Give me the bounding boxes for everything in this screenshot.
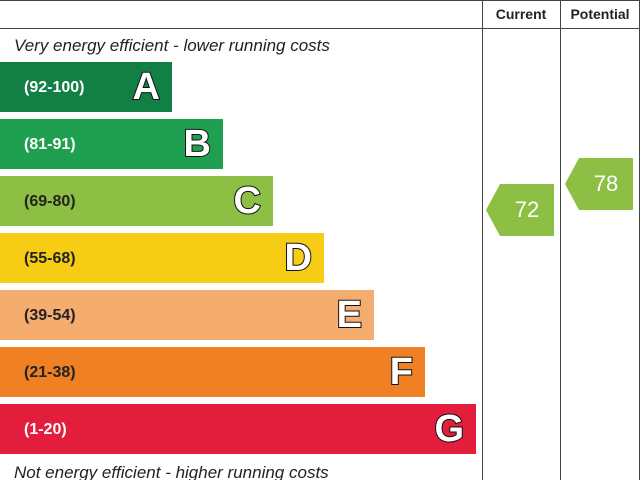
rating-band	[0, 290, 374, 340]
band-letter: A	[133, 66, 160, 108]
band-letter: G	[434, 408, 464, 450]
potential-header: Potential	[570, 6, 629, 22]
rating-band	[0, 62, 172, 112]
rating-band	[0, 347, 425, 397]
band-range: (69-80)	[24, 193, 76, 210]
current-header: Current	[496, 6, 547, 22]
band-letter: C	[234, 180, 261, 222]
rating-band	[0, 176, 273, 226]
current-arrow	[486, 184, 554, 236]
band-letter: E	[337, 294, 362, 336]
rating-band	[0, 119, 223, 169]
rating-band	[0, 404, 476, 454]
bottom-note: Not energy efficient - higher running co…	[14, 463, 329, 480]
rating-band	[0, 233, 324, 283]
top-note: Very energy efficient - lower running co…	[14, 36, 330, 55]
band-range: (21-38)	[24, 364, 76, 381]
band-range: (39-54)	[24, 307, 76, 324]
band-range: (1-20)	[24, 421, 67, 438]
band-letter: F	[390, 351, 413, 393]
potential-arrow	[565, 158, 633, 210]
band-range: (81-91)	[24, 136, 76, 153]
band-range: (55-68)	[24, 250, 76, 267]
current-score: 72	[515, 197, 539, 222]
band-range: (92-100)	[24, 79, 84, 96]
band-letter: B	[184, 123, 211, 165]
band-letter: D	[285, 237, 312, 279]
potential-score: 78	[594, 171, 618, 196]
